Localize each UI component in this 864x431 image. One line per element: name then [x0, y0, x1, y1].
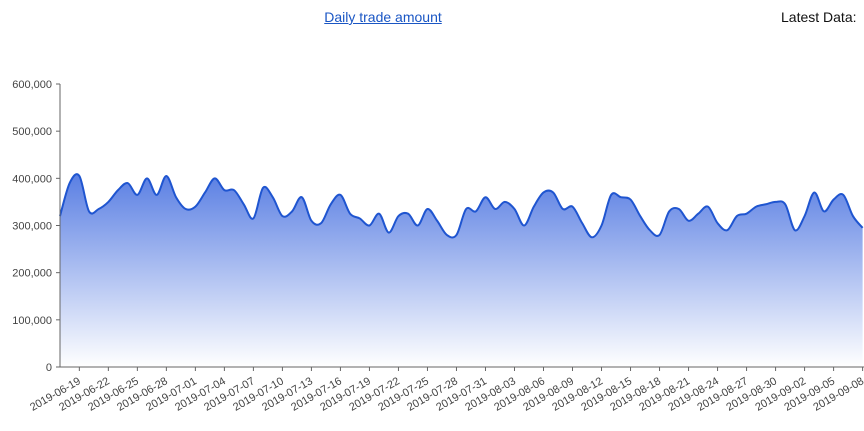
- area-line: [59, 173, 864, 239]
- area-fill: [60, 174, 863, 367]
- y-tick-label: 400,000: [12, 173, 52, 185]
- y-tick-label: 200,000: [12, 268, 52, 280]
- chart-title-link[interactable]: Daily trade amount: [324, 9, 442, 25]
- y-tick-label: 100,000: [12, 315, 52, 327]
- y-tick-label: 600,000: [12, 79, 52, 91]
- latest-data-label: Latest Data:: [781, 9, 857, 25]
- y-tick-label: 0: [46, 362, 52, 374]
- y-tick-label: 300,000: [12, 221, 52, 233]
- y-tick-label: 500,000: [12, 126, 52, 138]
